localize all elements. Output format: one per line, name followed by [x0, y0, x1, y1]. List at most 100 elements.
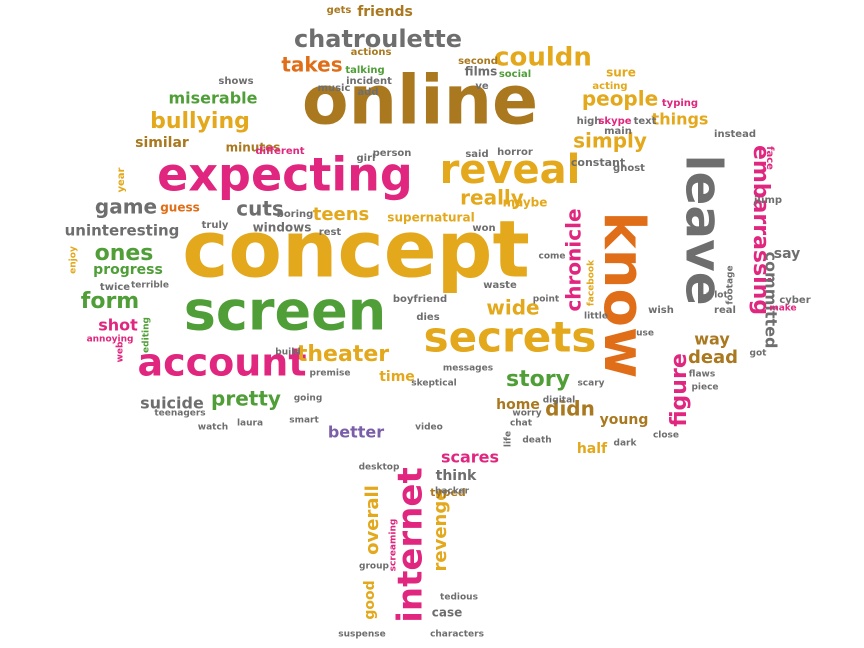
word-facebook: facebook: [587, 259, 597, 306]
word-point: point: [533, 295, 560, 305]
word-web: web: [116, 341, 126, 362]
word-different: different: [255, 146, 304, 157]
word-lot: lot: [714, 291, 728, 301]
word-premise: premise: [310, 369, 351, 379]
word-twice: twice: [100, 282, 130, 293]
word-screaming: screaming: [389, 519, 399, 572]
word-account: account: [137, 341, 306, 385]
word-films: films: [465, 65, 498, 79]
word-people: people: [582, 87, 658, 111]
word-revenge: revenge: [430, 489, 451, 572]
word-reveal: reveal: [440, 147, 581, 193]
word-laura: laura: [237, 419, 263, 429]
word-said: said: [465, 149, 488, 160]
word-life: life: [504, 431, 514, 447]
word-overall: overall: [362, 485, 383, 555]
word-incident: incident: [346, 76, 392, 87]
word-going: going: [294, 394, 323, 404]
word-concept: concept: [182, 205, 530, 295]
word-acting: acting: [592, 81, 627, 92]
word-case: case: [432, 606, 463, 620]
word-maybe: maybe: [503, 196, 548, 210]
word-time: time: [379, 369, 415, 385]
word-smart: smart: [289, 416, 319, 426]
word-person: person: [373, 148, 412, 159]
word-half: half: [577, 441, 608, 457]
word-expecting: expecting: [157, 148, 413, 202]
word-gets: gets: [327, 5, 352, 16]
word-text: text: [634, 116, 657, 127]
word-embarrassing: embarrassing: [748, 145, 773, 315]
word-truly: truly: [202, 220, 229, 231]
word-characters: characters: [430, 630, 484, 640]
word-desktop: desktop: [359, 463, 400, 473]
word-actions: actions: [351, 47, 392, 58]
word-jump: jump: [753, 195, 782, 206]
word-story: story: [506, 367, 570, 392]
word-footage: footage: [726, 265, 736, 304]
word-high: high: [577, 116, 602, 127]
word-screen: screen: [184, 280, 386, 343]
word-couldn: couldn: [494, 43, 592, 73]
word-typed: typed: [430, 486, 466, 499]
word-friends: friends: [357, 4, 413, 20]
word-think: think: [436, 468, 477, 484]
word-progress: progress: [93, 262, 163, 278]
word-internet: internet: [391, 467, 431, 622]
word-rest: rest: [319, 227, 342, 238]
word-messages: messages: [443, 364, 493, 374]
word-real: real: [714, 305, 736, 316]
word-instead: instead: [714, 129, 756, 140]
word-come: come: [539, 252, 566, 262]
word-shows: shows: [218, 76, 253, 87]
word-uninteresting: uninteresting: [65, 222, 180, 240]
word-social: social: [499, 69, 531, 80]
word-flaws: flaws: [689, 370, 715, 380]
word-teenagers: teenagers: [154, 409, 205, 419]
word-year: year: [116, 167, 127, 192]
word-shot: shot: [98, 316, 138, 335]
word-make: make: [769, 304, 796, 314]
word-bullying: bullying: [150, 109, 250, 134]
word-dead: dead: [688, 347, 738, 368]
word-game: game: [95, 195, 157, 219]
word-cuts: cuts: [236, 197, 284, 221]
word-leave: leave: [675, 154, 733, 305]
word-death: death: [522, 436, 551, 446]
word-secrets: secrets: [424, 313, 597, 362]
word-online: online: [302, 62, 538, 141]
word-sure: sure: [606, 66, 636, 80]
word-things: things: [652, 110, 709, 129]
word-scares: scares: [441, 448, 499, 467]
word-know: know: [591, 211, 656, 378]
word-hacker: hacker: [435, 487, 470, 497]
word-build: build: [275, 348, 300, 358]
word-group: group: [359, 562, 389, 572]
word-music: music: [318, 83, 351, 94]
word-really: really: [460, 186, 524, 210]
word-young: young: [600, 412, 649, 428]
word-got: got: [750, 349, 768, 359]
word-digital: digital: [543, 396, 576, 406]
word-add: add: [357, 87, 378, 98]
word-scary: scary: [577, 379, 604, 389]
word-close: close: [653, 431, 679, 441]
word-pretty: pretty: [211, 387, 281, 411]
word-teens: teens: [313, 204, 370, 225]
word-terrible: terrible: [131, 281, 169, 291]
word-talking: talking: [345, 65, 384, 76]
word-figure: figure: [667, 353, 692, 427]
word-girl: girl: [357, 153, 376, 164]
word-wish: wish: [648, 305, 674, 316]
word-miserable: miserable: [168, 89, 257, 108]
word-better: better: [328, 423, 384, 442]
word-similar: similar: [135, 135, 189, 151]
word-dark: dark: [614, 439, 638, 449]
word-theater: theater: [297, 342, 389, 367]
word-suspense: suspense: [338, 630, 386, 640]
word-tedious: tedious: [440, 593, 478, 603]
word-little: little: [584, 312, 608, 322]
word-chatroulette: chatroulette: [294, 25, 462, 53]
word-form: form: [81, 289, 139, 314]
